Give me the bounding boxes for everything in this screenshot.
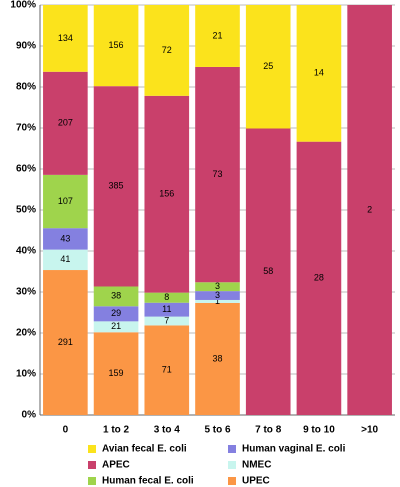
- data-label: 3: [215, 290, 220, 300]
- bar-segment: [245, 5, 291, 129]
- data-label: 385: [109, 181, 124, 191]
- x-tick-label: 9 to 10: [303, 425, 335, 436]
- data-label: 291: [58, 337, 73, 347]
- bar-segment: [144, 302, 190, 317]
- bar-segment: [195, 299, 240, 303]
- bar-segment: [144, 316, 190, 326]
- bar-segment: [195, 282, 240, 292]
- data-label: 3: [215, 281, 220, 291]
- legend-swatch: [228, 461, 236, 469]
- bar-segment: [245, 128, 291, 416]
- y-tick-label: 40%: [16, 246, 36, 257]
- bar-segment: [195, 302, 240, 415]
- legend-label: NMEC: [242, 460, 271, 471]
- data-label: 134: [58, 33, 73, 43]
- data-label: 11: [162, 304, 171, 314]
- data-label: 21: [212, 30, 222, 40]
- x-tick-label: 0: [63, 425, 69, 436]
- bar-segment: [195, 66, 240, 283]
- data-label: 207: [58, 118, 73, 128]
- bar-segment: [144, 325, 190, 415]
- bar-segment: [43, 270, 88, 415]
- data-label: 43: [60, 233, 70, 243]
- bar-segment: [93, 306, 139, 322]
- data-label: 72: [162, 45, 172, 55]
- legend-label: Avian fecal E. coli: [102, 444, 187, 455]
- bar-segment: [93, 5, 139, 87]
- bar-segment: [93, 321, 139, 333]
- y-tick-label: 10%: [16, 369, 36, 380]
- legend-label: APEC: [102, 460, 130, 471]
- bar-segment: [195, 291, 240, 300]
- bar-segment: [43, 249, 88, 271]
- legend-swatch: [88, 477, 96, 485]
- x-tick-label: >10: [361, 425, 378, 436]
- legend-swatch: [88, 445, 96, 453]
- data-label: 14: [314, 68, 324, 78]
- bar-segment: [144, 95, 190, 293]
- data-label: 1: [215, 296, 220, 306]
- legend-swatch: [88, 461, 96, 469]
- data-label: 41: [60, 254, 70, 264]
- bar-segment: [93, 286, 139, 307]
- legend-label: Human vaginal E. coli: [242, 444, 346, 455]
- x-tick-label: 7 to 8: [255, 425, 282, 436]
- bar-segment: [43, 71, 88, 175]
- y-tick-label: 70%: [16, 123, 36, 134]
- data-label: 156: [109, 40, 124, 50]
- y-tick-label: 100%: [10, 0, 36, 11]
- data-label: 71: [162, 365, 172, 375]
- bar-segment: [296, 141, 342, 415]
- legend-swatch: [228, 477, 236, 485]
- bar-segment: [144, 292, 190, 303]
- y-tick-label: 90%: [16, 41, 36, 52]
- bar-segment: [43, 174, 88, 229]
- data-label: 156: [159, 189, 174, 199]
- bar-segment: [43, 5, 88, 72]
- y-tick-label: 80%: [16, 82, 36, 93]
- bar-segment: [43, 228, 88, 250]
- y-tick-label: 60%: [16, 164, 36, 175]
- data-label: 2: [367, 204, 372, 214]
- data-label: 159: [109, 368, 124, 378]
- data-label: 8: [164, 292, 169, 302]
- legend-swatch: [228, 445, 236, 453]
- y-tick-label: 0%: [22, 410, 37, 421]
- data-label: 73: [212, 169, 222, 179]
- data-label: 38: [111, 291, 121, 301]
- data-label: 21: [111, 321, 121, 331]
- bar-segment: [347, 5, 392, 415]
- bar-segment: [195, 5, 240, 67]
- y-tick-label: 30%: [16, 287, 36, 298]
- data-label: 58: [263, 266, 273, 276]
- data-label: 28: [314, 273, 324, 283]
- data-label: 29: [111, 308, 121, 318]
- y-tick-label: 20%: [16, 328, 36, 339]
- x-tick-label: 1 to 2: [103, 425, 130, 436]
- legend-label: Human fecal E. coli: [102, 476, 194, 487]
- data-label: 7: [164, 315, 169, 325]
- bar-segment: [93, 332, 139, 415]
- bar-segment: [296, 5, 342, 142]
- bar-segment: [144, 5, 190, 96]
- legend-label: UPEC: [242, 476, 270, 487]
- bar-segment: [93, 86, 139, 287]
- data-label: 107: [58, 196, 73, 206]
- y-tick-label: 50%: [16, 205, 36, 216]
- x-tick-label: 5 to 6: [204, 425, 231, 436]
- x-tick-label: 3 to 4: [154, 425, 181, 436]
- data-label: 38: [212, 353, 222, 363]
- data-label: 25: [263, 61, 273, 71]
